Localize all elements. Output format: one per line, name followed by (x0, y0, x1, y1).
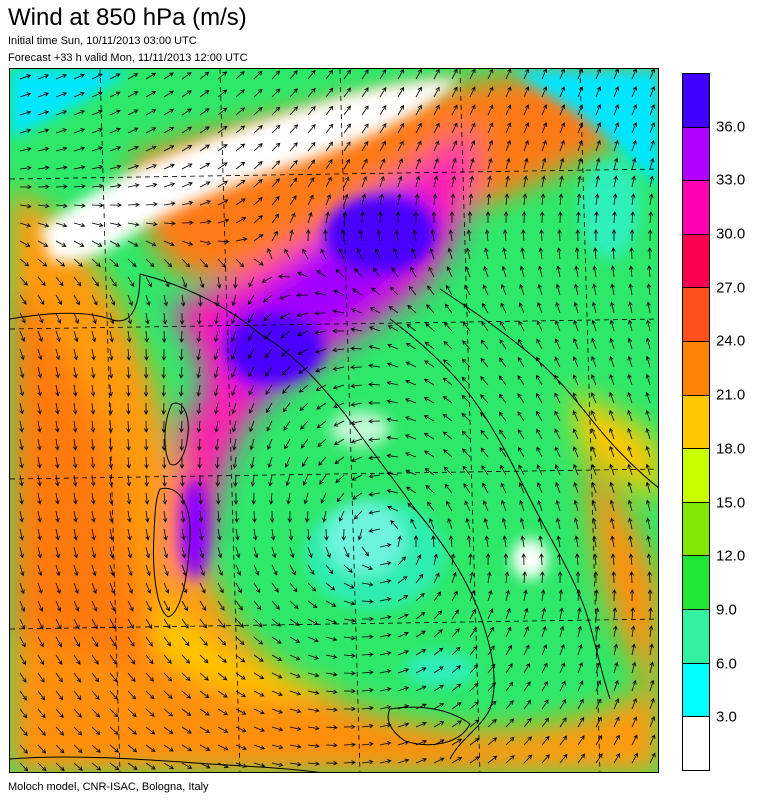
colorbar-swatch (683, 127, 709, 182)
colorbar-label: 9.0 (716, 601, 737, 619)
coast-italy-east (389, 318, 611, 700)
parallel-line (10, 468, 658, 480)
coast-corsica (164, 402, 189, 466)
colorbar-label: 27.0 (716, 279, 746, 297)
colorbar-swatch (683, 74, 709, 128)
colorbar-labels: 36.0 33.0 30.0 27.0 24.0 21.0 18.0 15.0 12.0 9.0 6… (716, 73, 760, 771)
colorbar-swatch (683, 556, 709, 611)
parallel-line (10, 618, 658, 630)
coast-north-africa (10, 756, 321, 772)
parallel-line (10, 318, 658, 330)
wind-speed-maxima (181, 196, 435, 579)
initial-time-label: Initial time Sun, 10/11/2013 03:00 UTC (8, 35, 197, 47)
coast-sicily (387, 706, 471, 746)
coast-france (10, 273, 141, 322)
meridian-line (459, 69, 481, 772)
wind-map (9, 68, 659, 773)
colorbar-label: 33.0 (716, 171, 746, 189)
coast-balkan (439, 288, 658, 489)
colorbar-swatch (683, 449, 709, 503)
calm-areas (10, 69, 658, 687)
colorbar-swatch (683, 395, 709, 450)
meridian-line (579, 69, 601, 772)
colorbar-swatch (683, 610, 709, 664)
meridian-line (219, 69, 241, 772)
colorbar-label: 36.0 (716, 118, 746, 136)
wind-arrow-field (19, 69, 656, 772)
colorbar-swatch (683, 181, 709, 235)
colorbar-swatch (683, 717, 709, 770)
colorbar-swatch (683, 234, 709, 289)
colorbar-swatch (683, 342, 709, 396)
colorbar-label: 3.0 (716, 708, 737, 726)
wind-vectors (19, 69, 656, 772)
colorbar-label: 30.0 (716, 225, 746, 243)
colorbar-label: 6.0 (716, 655, 737, 673)
wind-field-plot (10, 69, 658, 772)
colorbar-label: 24.0 (716, 332, 746, 350)
colorbar-swatch (683, 502, 709, 557)
colorbar-label: 21.0 (716, 386, 746, 404)
model-credit: Moloch model, CNR-ISAC, Bologna, Italy (8, 781, 209, 793)
colorbar-swatch (683, 288, 709, 343)
colorbar-swatch (683, 663, 709, 718)
map-title: Wind at 850 hPa (m/s) (8, 4, 247, 31)
forecast-valid-label: Forecast +33 h valid Mon, 11/11/2013 12:… (8, 52, 248, 64)
colorbar-label: 12.0 (716, 547, 746, 565)
parallel-line (10, 168, 658, 180)
colorbar (682, 73, 710, 771)
coast-sardinia (153, 487, 191, 618)
colorbar-label: 15.0 (716, 494, 746, 512)
colorbar-label: 18.0 (716, 440, 746, 458)
coastlines (10, 273, 658, 772)
